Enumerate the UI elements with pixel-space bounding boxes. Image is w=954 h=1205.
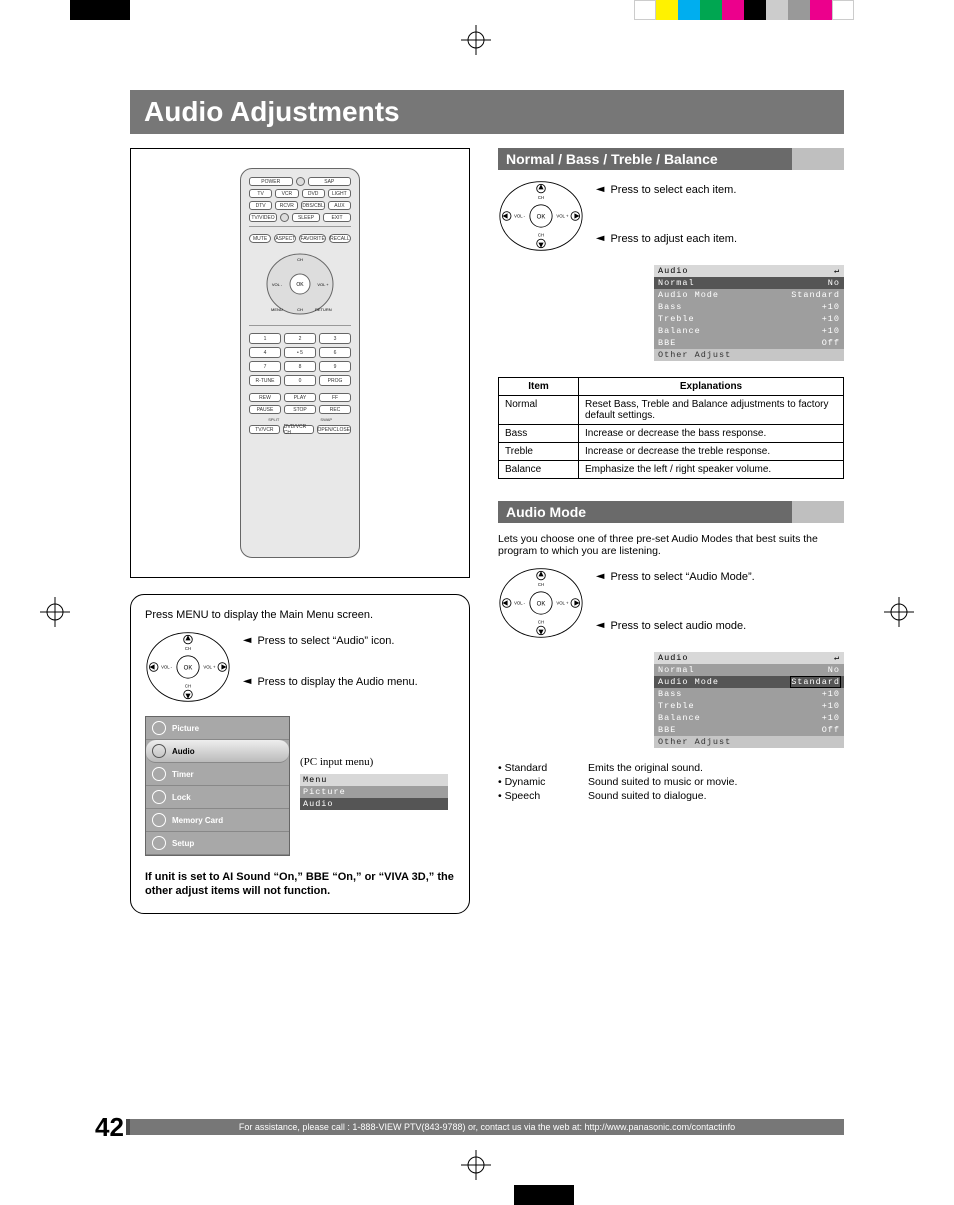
dpad-icon: OK CH CH VOL - VOL + xyxy=(498,567,584,642)
svg-text:MENU: MENU xyxy=(271,307,283,312)
svg-text:VOL +: VOL + xyxy=(556,601,569,606)
table-header: Explanations xyxy=(579,378,844,396)
svg-text:VOL +: VOL + xyxy=(203,665,216,670)
section-intro: Lets you choose one of three pre-set Aud… xyxy=(498,533,844,557)
dpad-icon: OK CH CH VOL - VOL + xyxy=(145,631,231,706)
registration-mark-icon xyxy=(884,597,914,627)
section-header: Normal / Bass / Treble / Balance xyxy=(498,148,844,170)
svg-text:CH: CH xyxy=(538,582,544,587)
menu-intro-text: Press MENU to display the Main Menu scre… xyxy=(145,609,455,621)
svg-text:CH: CH xyxy=(185,646,191,651)
svg-text:OK: OK xyxy=(296,282,304,288)
svg-text:OK: OK xyxy=(537,602,546,608)
page-title: Audio Adjustments xyxy=(130,90,844,134)
svg-text:VOL -: VOL - xyxy=(514,214,526,219)
svg-text:CH: CH xyxy=(538,620,544,625)
audio-mode-list: • StandardEmits the original sound.• Dyn… xyxy=(498,762,844,802)
svg-text:CH: CH xyxy=(538,195,544,200)
print-mark xyxy=(514,1185,574,1205)
step-text: Press to adjust each item. xyxy=(610,233,737,245)
table-header: Item xyxy=(499,378,579,396)
remote-illustration: POWERSAPTVVCRDVDLIGHTDTVRCVRDBS/CBLAUXTV… xyxy=(130,148,470,578)
explanation-table: Item Explanations NormalReset Bass, Treb… xyxy=(498,377,844,479)
svg-text:CH: CH xyxy=(185,684,191,689)
svg-text:OK: OK xyxy=(184,666,193,672)
menu-note: If unit is set to AI Sound “On,” BBE “On… xyxy=(145,870,455,899)
pc-input-label: (PC input menu) xyxy=(300,756,373,768)
svg-text:OK: OK xyxy=(537,215,546,221)
svg-text:VOL +: VOL + xyxy=(556,214,569,219)
svg-text:VOL -: VOL - xyxy=(161,665,173,670)
color-swatches xyxy=(634,0,854,20)
svg-text:VOL +: VOL + xyxy=(317,282,329,287)
step-text: Press to select audio mode. xyxy=(610,620,746,632)
step-text: Press to display the Audio menu. xyxy=(257,676,417,688)
audio-osd-menu: Audio↵NormalNoAudio ModeStandardBass+10T… xyxy=(654,652,844,748)
footer-bar: For assistance, please call : 1-888-VIEW… xyxy=(130,1119,844,1135)
registration-mark-icon xyxy=(461,25,491,55)
svg-text:CH: CH xyxy=(538,233,544,238)
step-text: Press to select each item. xyxy=(610,184,736,196)
svg-text:VOL -: VOL - xyxy=(514,601,526,606)
section-header: Audio Mode xyxy=(498,501,844,523)
page-number: 42 xyxy=(95,1112,124,1143)
registration-mark-icon xyxy=(40,597,70,627)
step-text: Press to select “Audio Mode”. xyxy=(610,571,754,583)
main-menu-osd: PictureAudioTimerLockMemory CardSetup xyxy=(145,716,290,856)
svg-text:CH: CH xyxy=(297,257,303,262)
svg-text:VOL -: VOL - xyxy=(272,282,283,287)
pc-menu-osd: MenuPictureAudio xyxy=(300,774,448,810)
svg-text:CH: CH xyxy=(297,307,303,312)
dpad-icon: OK CH CH VOL - VOL + xyxy=(498,180,584,255)
print-mark xyxy=(70,0,130,20)
registration-mark-icon xyxy=(461,1150,491,1180)
step-text: Press to select “Audio” icon. xyxy=(257,635,394,647)
audio-osd-menu: Audio↵NormalNoAudio ModeStandardBass+10T… xyxy=(654,265,844,361)
menu-instruction-box: Press MENU to display the Main Menu scre… xyxy=(130,594,470,914)
svg-text:RETURN: RETURN xyxy=(315,307,332,312)
